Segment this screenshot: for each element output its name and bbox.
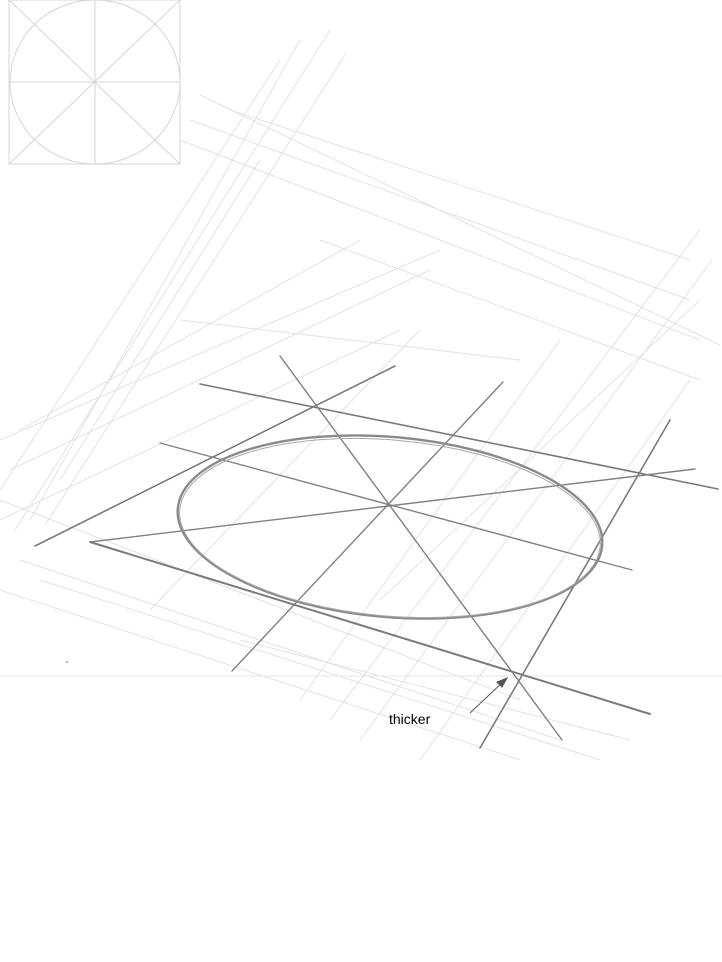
center-division-lines	[89, 355, 696, 741]
construction-line	[419, 379, 691, 761]
reference-diagonal-2	[8, 0, 181, 165]
construction-line	[14, 29, 331, 531]
construction-line	[0, 589, 521, 761]
annotation-label: thicker	[389, 711, 431, 727]
circle-in-square-icon	[8, 0, 181, 165]
far-edge-line	[199, 383, 719, 490]
construction-line	[239, 639, 631, 741]
construction-line	[379, 299, 701, 601]
construction-line	[359, 259, 713, 741]
construction-lines	[0, 29, 721, 761]
near-edge-line	[89, 541, 651, 715]
construction-line	[149, 329, 421, 611]
construction-line	[329, 229, 701, 721]
arrow-pointer-icon	[469, 677, 509, 714]
construction-line	[9, 269, 431, 471]
construction-line	[59, 159, 261, 481]
perspective-square	[34, 365, 719, 749]
ellipse-outline	[176, 434, 604, 620]
construction-line	[0, 59, 281, 491]
midline-horizontal	[159, 442, 633, 571]
construction-line	[179, 319, 521, 361]
perspective-ellipse	[176, 434, 604, 620]
construction-line	[0, 499, 521, 701]
construction-line	[0, 249, 441, 441]
arrow-head	[496, 677, 509, 688]
construction-line	[299, 339, 561, 701]
ellipse-outline-sketch	[179, 437, 601, 619]
construction-line	[39, 579, 601, 761]
construction-line	[19, 239, 361, 431]
diagonal-line-1	[279, 355, 563, 741]
construction-line	[29, 39, 301, 521]
construction-line	[179, 139, 701, 341]
midline-vertical	[231, 381, 504, 672]
arrow-shaft	[469, 679, 506, 714]
stray-mark	[66, 661, 68, 663]
construction-line	[19, 559, 561, 741]
left-edge-line	[34, 365, 396, 547]
construction-line	[44, 54, 346, 526]
construction-line	[0, 329, 401, 521]
construction-line	[229, 109, 691, 261]
construction-line	[199, 94, 721, 346]
construction-line	[319, 239, 701, 381]
